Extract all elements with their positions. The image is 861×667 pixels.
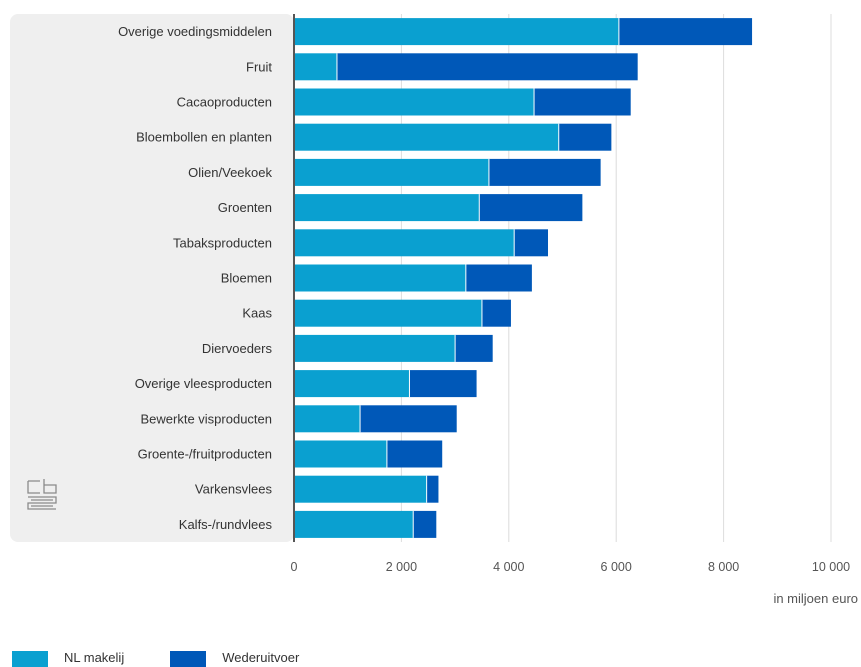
category-label: Varkensvlees bbox=[195, 482, 273, 497]
bar-wederuitvoer bbox=[409, 370, 477, 398]
category-label: Overige voedingsmiddelen bbox=[118, 24, 272, 39]
category-label: Groente-/fruitproducten bbox=[138, 447, 272, 462]
chart-panel bbox=[10, 14, 294, 542]
category-label: Bloemen bbox=[221, 271, 272, 286]
category-label: Kalfs-/rundvlees bbox=[179, 517, 273, 532]
cbs-logo-icon bbox=[27, 479, 57, 510]
bar-wederuitvoer bbox=[455, 334, 493, 362]
category-label: Diervoeders bbox=[202, 341, 273, 356]
x-tick-label: 8 000 bbox=[708, 560, 739, 574]
category-label: Kaas bbox=[242, 306, 272, 321]
legend: NL makelij Wederuitvoer bbox=[12, 651, 345, 667]
bar-nl-makelij bbox=[294, 405, 361, 433]
category-labels: Overige voedingsmiddelen Fruit Cacaoproduc… bbox=[118, 24, 272, 532]
bar-nl-makelij bbox=[294, 229, 515, 257]
bar-nl-makelij bbox=[294, 475, 427, 503]
bar-nl-makelij bbox=[294, 53, 337, 81]
bar-wederuitvoer bbox=[465, 264, 532, 292]
bar-wederuitvoer bbox=[488, 158, 601, 186]
x-tick-label: 4 000 bbox=[493, 560, 524, 574]
category-label: Cacaoproducten bbox=[177, 95, 272, 110]
bar-wederuitvoer bbox=[336, 53, 638, 81]
legend-swatch-wederuitvoer bbox=[170, 651, 207, 667]
bar-wederuitvoer bbox=[386, 440, 443, 468]
category-label: Tabaksproducten bbox=[173, 235, 272, 250]
bar-wederuitvoer bbox=[479, 194, 583, 222]
category-label: Groenten bbox=[218, 200, 272, 215]
legend-label-wederuitvoer: Wederuitvoer bbox=[222, 651, 300, 665]
bars bbox=[294, 18, 753, 538]
bar-wederuitvoer bbox=[618, 18, 753, 46]
bar-nl-makelij bbox=[294, 370, 410, 398]
x-tick-label: 0 bbox=[291, 560, 298, 574]
bar-nl-makelij bbox=[294, 158, 489, 186]
bar-nl-makelij bbox=[294, 88, 535, 116]
bar-wederuitvoer bbox=[413, 510, 437, 538]
bar-wederuitvoer bbox=[360, 405, 457, 433]
bar-wederuitvoer bbox=[481, 299, 511, 327]
x-tick-label: 2 000 bbox=[386, 560, 417, 574]
category-label: Bewerkte visproducten bbox=[140, 411, 272, 426]
x-axis-label: in miljoen euro bbox=[773, 591, 858, 606]
bar-nl-makelij bbox=[294, 440, 387, 468]
legend-swatch-nl-makelij bbox=[12, 651, 48, 667]
bar-wederuitvoer bbox=[426, 475, 439, 503]
category-label: Bloembollen en planten bbox=[136, 130, 272, 145]
category-label: Overige vleesproducten bbox=[135, 376, 272, 391]
category-label: Fruit bbox=[246, 59, 272, 74]
legend-item-wederuitvoer: Wederuitvoer bbox=[170, 651, 299, 667]
bar-nl-makelij bbox=[294, 18, 619, 46]
bar-nl-makelij bbox=[294, 510, 414, 538]
bar-wederuitvoer bbox=[558, 123, 612, 151]
category-label: Olien/Veekoek bbox=[188, 165, 272, 180]
bar-nl-makelij bbox=[294, 299, 482, 327]
legend-label-nl-makelij: NL makelij bbox=[64, 651, 125, 665]
bar-nl-makelij bbox=[294, 334, 456, 362]
bar-nl-makelij bbox=[294, 264, 466, 292]
bar-nl-makelij bbox=[294, 123, 559, 151]
legend-item-nl-makelij: NL makelij bbox=[12, 651, 124, 667]
bar-wederuitvoer bbox=[514, 229, 549, 257]
bar-nl-makelij bbox=[294, 194, 480, 222]
x-tick-labels: 0 2 000 4 000 6 000 8 000 10 000 bbox=[291, 560, 851, 574]
x-tick-label: 10 000 bbox=[812, 560, 850, 574]
x-tick-label: 6 000 bbox=[601, 560, 632, 574]
bar-wederuitvoer bbox=[534, 88, 631, 116]
